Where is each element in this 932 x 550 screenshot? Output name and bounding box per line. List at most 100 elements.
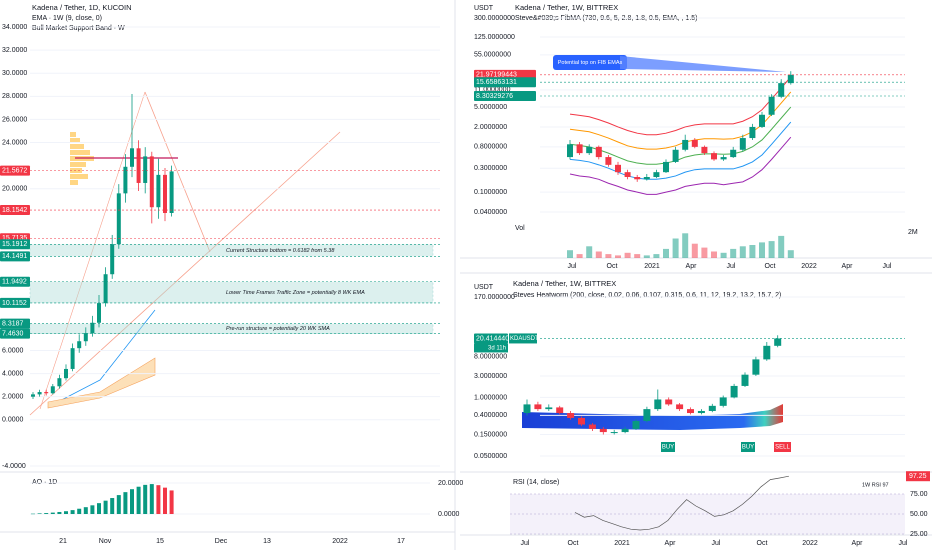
chart-title: Kadena / Tether, 1W, BITTREX: [515, 3, 618, 12]
volume-bar: [672, 238, 679, 258]
rsi-note: 1W RSI 97: [862, 482, 889, 488]
chart-title: Kadena / Tether, 1D, KUCOIN: [32, 3, 132, 12]
y-tick-label: 6.0000: [2, 347, 24, 354]
volume-bar: [663, 248, 669, 258]
candle-body: [643, 177, 650, 180]
price-label: 8.3187: [2, 321, 24, 328]
candle-body: [90, 322, 95, 334]
x-tick-label: Apr: [686, 263, 698, 270]
price-label: 15.1912: [2, 241, 27, 248]
price-label-box: [0, 297, 30, 308]
ao-bar: [50, 512, 55, 514]
candle-body: [759, 114, 765, 127]
price-label-box: [474, 77, 536, 88]
rsi-line: [574, 475, 789, 531]
volume-bar: [643, 255, 650, 258]
pane-title: Vol: [515, 225, 525, 232]
candle-body: [672, 149, 679, 162]
candle-body: [643, 409, 651, 421]
candle-body: [130, 148, 134, 167]
y-tick-label: 30.0000: [2, 70, 27, 77]
volume-bar: [595, 251, 602, 258]
volume-bar: [759, 242, 765, 258]
support-band: [47, 357, 156, 409]
candle-body: [97, 303, 101, 323]
x-tick-label: 2022: [802, 540, 818, 547]
candle-body: [523, 404, 531, 414]
candle-body: [708, 405, 716, 411]
candle-body: [654, 399, 662, 410]
countdown-label: 3d 11h: [488, 346, 506, 352]
x-tick-label: 15: [156, 538, 164, 545]
symbol-box: [509, 333, 537, 344]
y-tick-label: 50.00: [910, 511, 928, 518]
price-label: 11.9492: [2, 279, 27, 286]
y-tick-label: 4.0000: [2, 370, 24, 377]
x-tick-label: 2021: [644, 263, 660, 270]
x-tick-label: 2022: [801, 263, 817, 270]
callout-text: Potential top on FIB EMAs: [558, 60, 623, 66]
candle-body: [50, 386, 55, 394]
ao-bar: [83, 507, 88, 514]
price-label-box: [0, 165, 30, 176]
candle-body: [70, 348, 75, 369]
y-tick-label: 300.0000000: [474, 15, 515, 22]
candle-body: [83, 333, 88, 342]
candle-body: [595, 146, 602, 158]
candle-body: [578, 417, 585, 425]
price-label: 14.1491: [2, 253, 27, 260]
candle-body: [741, 374, 749, 386]
candle-body: [749, 126, 756, 139]
volume-bar: [576, 254, 583, 258]
x-tick-label: Apr: [665, 540, 677, 547]
x-tick-label: Nov: [99, 538, 112, 545]
y-tick-label: 20.0000: [438, 480, 463, 487]
ao-bar: [37, 513, 42, 514]
x-tick-label: Dec: [215, 538, 228, 545]
x-tick-label: Oct: [757, 540, 768, 547]
candle-body: [653, 172, 660, 178]
currency-label: USDT: [474, 5, 494, 12]
candle-body: [632, 420, 640, 429]
signal-box: [661, 442, 675, 452]
ao-bar: [130, 489, 134, 514]
y-tick-label: 34.0000: [2, 24, 27, 31]
symbol-label: KDAUSDT: [510, 336, 539, 342]
y-tick-label: 20.0000: [2, 186, 27, 193]
ao-bar: [57, 511, 62, 514]
volume-bar: [615, 255, 621, 258]
candle-body: [116, 193, 121, 245]
candle-body: [768, 96, 775, 115]
price-label-box: [0, 328, 30, 339]
price-label: 21.97199443: [476, 72, 517, 79]
volume-bar: [720, 252, 727, 258]
volume-bar: [624, 252, 631, 258]
x-tick-label: Jul: [521, 540, 530, 547]
x-tick-label: Oct: [765, 263, 776, 270]
volume-bar: [605, 254, 612, 258]
signal-label: SELL: [775, 445, 790, 451]
price-label: 18.1542: [2, 207, 27, 214]
fib-ema-line: [569, 91, 792, 150]
price-label-box: [0, 251, 30, 262]
candle-body: [586, 146, 593, 154]
candle-body: [701, 146, 708, 154]
candle-body: [567, 413, 575, 418]
candle-body: [605, 157, 612, 165]
price-label: 8.30329276: [476, 93, 513, 100]
y-tick-label: 0.4000000: [474, 412, 507, 419]
candle-body: [110, 244, 115, 275]
candle-body: [44, 392, 49, 394]
callout-box: [553, 55, 627, 70]
candle-body: [136, 148, 141, 183]
volume-bar: [749, 245, 756, 258]
trend-line: [29, 131, 341, 416]
candle-body: [567, 144, 573, 158]
zone-annotation: Current Structure bottom = 0.6182 from 5…: [226, 248, 335, 254]
fib-ema-line: [569, 121, 792, 180]
price-label-box: [0, 205, 30, 216]
candle-body: [64, 368, 68, 379]
volume-bar: [567, 250, 573, 258]
candle-body: [77, 341, 82, 349]
